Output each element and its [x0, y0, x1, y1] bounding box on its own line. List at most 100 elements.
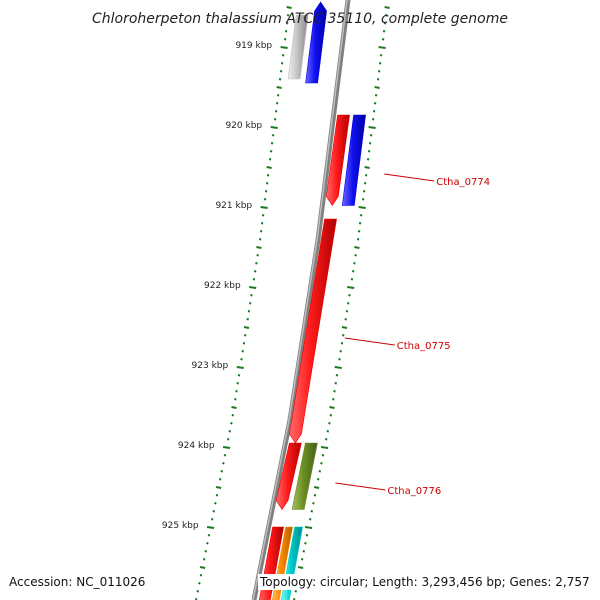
tick-mark [318, 470, 322, 473]
tick-mark [353, 262, 356, 265]
tick-mark [373, 102, 377, 105]
gene-red-feature-2[interactable] [289, 218, 337, 444]
tick-mark [275, 102, 279, 105]
tick-mark [269, 150, 273, 153]
tick-mark [329, 414, 333, 417]
tick-mark [381, 38, 385, 41]
tick-mark [354, 246, 360, 249]
gene-label[interactable]: Ctha_0775 [397, 341, 451, 352]
tick-mark [241, 350, 244, 353]
kbp-tick-label: 923 kbp [192, 361, 229, 371]
kbp-tick-label: 920 kbp [225, 121, 262, 131]
tick-mark [228, 430, 232, 433]
tick-mark [382, 30, 386, 33]
tick-mark [354, 254, 357, 257]
tick-mark [329, 406, 335, 409]
tick-mark [223, 454, 227, 457]
tick-mark [231, 414, 235, 417]
tick-mark [256, 254, 259, 257]
tick-mark [304, 526, 313, 529]
tick-mark [356, 238, 360, 241]
tick-mark [358, 222, 362, 225]
tick-mark [253, 270, 257, 273]
gene-label-leader [384, 173, 435, 182]
kbp-scale: 919 kbp 920 kbp 921 kbp 922 kbp 923 kbp 924 k… [162, 41, 272, 531]
tick-mark [283, 38, 287, 41]
tick-mark [240, 358, 243, 361]
tick-mark [236, 382, 239, 385]
tick-mark [212, 510, 216, 513]
tick-mark [210, 518, 214, 521]
tick-mark [278, 78, 282, 81]
tick-mark [230, 422, 233, 425]
tick-mark [220, 470, 224, 473]
tick-mark [340, 342, 344, 345]
tick-mark [266, 174, 270, 177]
tick-mark [344, 318, 347, 321]
tick-mark [271, 134, 275, 137]
tick-mark [280, 46, 288, 49]
tick-mark [258, 238, 262, 241]
tick-mark [206, 542, 209, 545]
gene-features [258, 1, 366, 600]
tick-mark [248, 302, 252, 305]
tick-mark [332, 398, 335, 401]
tick-mark [236, 366, 244, 369]
tick-mark [364, 166, 370, 169]
tick-mark [379, 54, 383, 57]
tick-mark [198, 582, 201, 585]
tick-mark [270, 126, 278, 129]
gene-red-feature-1[interactable] [325, 114, 350, 206]
tick-mark [196, 590, 200, 593]
tick-mark [383, 22, 387, 25]
gene-labels: Ctha_0774 Ctha_0775 Ctha_0776 [335, 173, 490, 497]
tick-mark [286, 6, 292, 9]
topology-label: Topology: circular; Length: 3,293,456 bp… [258, 574, 592, 590]
minor-tick-dots [194, 6, 390, 600]
tick-mark [334, 366, 342, 369]
kbp-tick-label: 919 kbp [235, 41, 272, 51]
tick-mark [231, 406, 237, 409]
accession-label: Accession: NC_011026 [7, 574, 148, 590]
gene-olive-feature[interactable] [291, 442, 318, 510]
tick-mark [378, 46, 386, 49]
tick-mark [364, 174, 368, 177]
tick-mark [218, 478, 222, 481]
tick-mark [222, 446, 231, 449]
kbp-tick-label: 924 kbp [178, 441, 215, 451]
tick-mark [268, 158, 272, 161]
tick-mark [243, 326, 250, 329]
gene-red-feature-3[interactable] [275, 442, 302, 510]
gene-label-leader [344, 337, 395, 346]
tick-mark [384, 14, 388, 17]
gene-blue-feature-2[interactable] [341, 114, 366, 206]
tick-mark [222, 462, 225, 465]
tick-mark [199, 574, 203, 577]
tick-mark [324, 438, 328, 441]
gene-label[interactable]: Ctha_0776 [387, 486, 441, 497]
tick-mark [308, 518, 312, 521]
tick-mark [252, 278, 256, 281]
tick-mark [378, 62, 382, 65]
gene-gray-feature[interactable] [287, 14, 309, 80]
tick-mark [202, 558, 206, 561]
tick-mark [374, 94, 378, 97]
tick-mark [256, 246, 262, 249]
tick-mark [313, 494, 317, 497]
tick-mark [310, 510, 314, 513]
gene-label[interactable]: Ctha_0774 [436, 177, 490, 188]
gene-blue-feature-1[interactable] [305, 1, 327, 84]
map-title: Chloroherpeton thalassium ATCC 35110, co… [92, 11, 508, 27]
tick-mark [214, 502, 217, 505]
tick-mark [341, 326, 348, 329]
tick-mark [347, 286, 355, 289]
tick-mark [246, 318, 249, 321]
tick-mark [328, 422, 331, 425]
kbp-tick-label: 921 kbp [215, 201, 252, 211]
tick-mark [260, 206, 268, 209]
tick-mark [357, 230, 361, 233]
tick-mark [376, 78, 380, 81]
tick-mark [304, 542, 307, 545]
